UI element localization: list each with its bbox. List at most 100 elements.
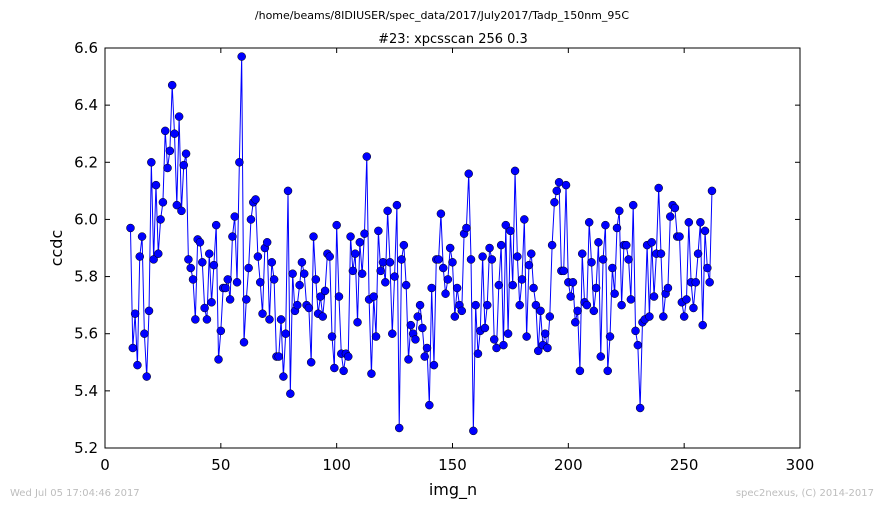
data-point — [540, 329, 550, 338]
data-point — [471, 300, 480, 310]
y-axis-label: ccdc — [47, 230, 66, 267]
data-point — [617, 300, 626, 310]
credit-text: spec2nexus, (C) 2014-2017 — [735, 488, 874, 499]
data-point — [283, 186, 293, 196]
data-point — [483, 300, 492, 310]
data-point — [462, 223, 471, 233]
data-point — [170, 129, 179, 138]
data-layer — [126, 52, 717, 436]
data-point — [142, 372, 151, 381]
data-point — [288, 269, 297, 278]
data-point — [487, 255, 497, 264]
data-point — [392, 200, 402, 210]
data-point — [144, 306, 154, 316]
data-point — [306, 358, 316, 367]
y-tick-label: 6.2 — [74, 153, 98, 171]
data-point — [448, 258, 457, 267]
data-point — [649, 292, 659, 301]
data-point — [160, 126, 170, 136]
data-point — [422, 343, 432, 353]
data-point — [332, 220, 341, 230]
data-point — [186, 263, 195, 273]
data-point — [436, 209, 446, 218]
data-point — [299, 269, 309, 278]
data-point — [191, 315, 200, 324]
data-point — [682, 295, 691, 304]
data-point — [466, 255, 476, 264]
data-point — [320, 286, 330, 296]
data-point — [376, 266, 385, 276]
data-point — [705, 278, 714, 287]
data-point — [385, 258, 395, 267]
data-point — [251, 195, 260, 204]
data-point — [425, 400, 434, 410]
y-tick-label: 6.4 — [74, 96, 98, 114]
data-point — [399, 240, 409, 250]
data-point — [508, 280, 517, 290]
data-point — [413, 312, 422, 321]
y-tick-label: 6.0 — [74, 210, 98, 228]
data-point — [297, 258, 307, 267]
data-point — [344, 352, 353, 361]
data-point — [529, 283, 538, 293]
data-point — [566, 292, 575, 301]
data-point — [156, 215, 165, 224]
x-tick-label: 200 — [554, 456, 583, 474]
data-point — [239, 338, 249, 347]
data-point — [309, 232, 318, 241]
data-point — [522, 332, 531, 341]
data-point — [434, 255, 443, 264]
data-point — [457, 306, 467, 316]
data-point — [656, 249, 666, 258]
data-point — [659, 312, 668, 321]
data-point — [420, 352, 429, 361]
data-point — [450, 312, 460, 321]
data-point — [517, 275, 527, 284]
data-point — [327, 332, 337, 341]
data-point — [318, 312, 328, 321]
data-point — [154, 249, 163, 258]
data-point — [334, 292, 344, 301]
data-point — [469, 426, 478, 436]
data-point — [137, 232, 147, 241]
data-point — [429, 360, 439, 370]
data-point — [276, 315, 286, 324]
data-point — [573, 306, 582, 316]
data-point — [304, 303, 314, 313]
data-point — [473, 349, 483, 358]
data-point — [587, 258, 596, 267]
data-point — [357, 269, 367, 278]
data-point — [230, 212, 239, 221]
data-point — [237, 52, 246, 61]
data-point — [647, 238, 656, 247]
x-tick-label: 250 — [670, 456, 699, 474]
data-point — [515, 300, 524, 310]
data-point — [348, 266, 358, 276]
data-point — [427, 283, 436, 293]
data-point — [172, 200, 182, 210]
data-point — [406, 320, 416, 330]
y-tick-label: 6.6 — [74, 39, 98, 57]
x-tick-label: 100 — [322, 456, 351, 474]
data-point — [126, 223, 135, 233]
data-point — [561, 180, 571, 190]
x-axis-label: img_n — [429, 480, 477, 500]
data-point — [622, 240, 631, 250]
data-point — [626, 295, 636, 304]
data-point — [601, 220, 610, 230]
data-point — [411, 335, 420, 344]
data-point — [179, 160, 189, 170]
data-point — [325, 252, 334, 261]
data-point — [140, 329, 149, 338]
data-point — [267, 258, 277, 267]
data-point — [531, 300, 541, 310]
data-point — [246, 215, 256, 224]
data-point — [441, 289, 450, 298]
data-point — [545, 312, 555, 321]
data-point — [242, 295, 251, 304]
data-point — [149, 255, 158, 264]
data-point — [202, 315, 212, 324]
data-point — [274, 352, 283, 361]
data-point — [552, 186, 561, 196]
